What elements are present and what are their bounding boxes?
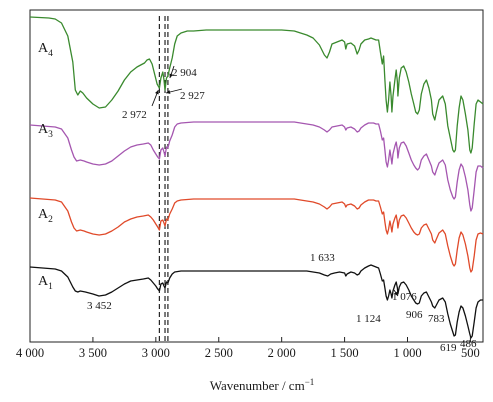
x-tick-label: 4 000 bbox=[16, 346, 44, 360]
series-line-a1 bbox=[29, 264, 483, 339]
series-line-a3 bbox=[29, 121, 484, 212]
x-axis-title-superscript: −1 bbox=[305, 377, 315, 387]
x-axis-title: Wavenumber / cm−1 bbox=[210, 377, 315, 393]
annotation-arrowhead bbox=[166, 90, 171, 94]
annotation-label: 3 452 bbox=[87, 300, 112, 312]
annotation-label: 2 972 bbox=[122, 109, 147, 121]
x-tick-label: 2 000 bbox=[268, 346, 296, 360]
annotation-label: 619 bbox=[440, 342, 457, 354]
annotation-label: 783 bbox=[428, 313, 445, 325]
x-tick-label: 3 500 bbox=[79, 346, 107, 360]
annotation-label: 1 076 bbox=[392, 291, 417, 303]
annotation-label: 1 124 bbox=[356, 313, 381, 325]
series-label-a3: A3 bbox=[38, 122, 53, 140]
x-tick-label: 1 500 bbox=[331, 346, 359, 360]
series-layer bbox=[29, 16, 484, 339]
x-tick-label: 1 000 bbox=[393, 346, 421, 360]
annotation-label: 486 bbox=[460, 338, 477, 350]
x-tick-label: 2 500 bbox=[205, 346, 233, 360]
peak-annotations: 2 904 2 927 2 972 1 633 1 076 1 124 3 452 906 78… bbox=[87, 65, 477, 354]
reference-lines bbox=[158, 16, 169, 342]
x-axis-ticks: 4 000 3 500 3 000 2 500 2 000 1 500 1 000 500 bbox=[16, 337, 480, 360]
series-line-a4 bbox=[29, 16, 484, 154]
series-label-a4: A4 bbox=[38, 41, 53, 59]
annotation-label: 1 633 bbox=[310, 252, 335, 264]
annotation-label: 906 bbox=[406, 309, 423, 321]
annotation-label: 2 904 bbox=[172, 67, 197, 79]
series-label-a2: A2 bbox=[38, 207, 53, 225]
x-tick-label: 500 bbox=[461, 346, 480, 360]
annotation-arrowhead bbox=[169, 73, 174, 78]
annotation-arrowhead bbox=[394, 291, 398, 296]
annotation-arrowhead bbox=[155, 90, 159, 95]
series-labels: A4 A3 A2 A1 bbox=[38, 41, 53, 292]
x-tick-label: 3 000 bbox=[142, 346, 170, 360]
series-line-a2 bbox=[29, 197, 484, 273]
plot-frame bbox=[29, 9, 484, 343]
series-label-a1: A1 bbox=[38, 274, 53, 292]
annotation-label: 2 927 bbox=[180, 90, 205, 102]
